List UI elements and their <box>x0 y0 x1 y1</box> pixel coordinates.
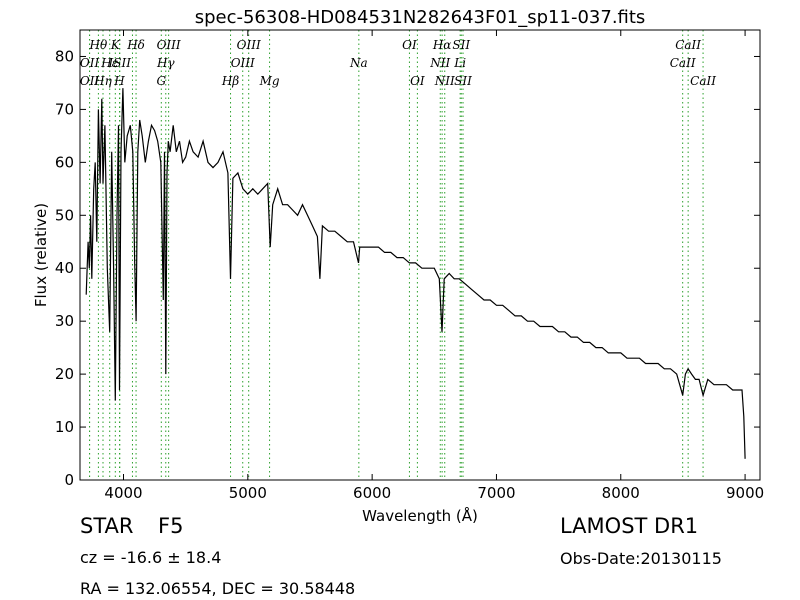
y-tick-label: 60 <box>55 153 74 171</box>
line-label: NII <box>429 56 450 70</box>
x-tick-label: 8000 <box>602 484 640 502</box>
line-label: OII <box>80 56 100 70</box>
line-label: G <box>157 74 167 88</box>
obs-date: Obs-Date:20130115 <box>560 549 722 568</box>
chart-title: spec-56308-HD084531N282643F01_sp11-037.f… <box>195 7 646 28</box>
line-label: Hβ <box>221 74 239 88</box>
x-tick-label: 4000 <box>104 484 142 502</box>
subclass-label: F5 <box>158 514 184 538</box>
y-tick-label: 30 <box>55 312 74 330</box>
line-label: Hα <box>432 38 452 52</box>
plot-frame <box>79 29 761 481</box>
line-label: Li <box>453 56 466 70</box>
y-tick-label: 40 <box>55 259 74 277</box>
line-label: OII <box>80 74 100 88</box>
y-tick-label: 0 <box>64 471 74 489</box>
line-label: SII <box>454 74 472 88</box>
survey-name: LAMOST DR1 <box>560 514 699 538</box>
line-label: Mg <box>259 74 280 88</box>
x-axis-label: Wavelength (Å) <box>362 506 478 525</box>
line-label: OIII <box>231 56 255 70</box>
flux-series-line <box>85 88 746 459</box>
line-label: K <box>110 38 121 52</box>
class-label: STAR <box>80 514 134 538</box>
x-tick-label: 5000 <box>229 484 267 502</box>
line-label: CaII <box>670 56 696 70</box>
y-axis-ticks: 0 10 20 30 40 50 60 70 80 <box>55 47 760 489</box>
line-label: Na <box>349 56 368 70</box>
x-tick-label: 7000 <box>477 484 515 502</box>
line-label: Hε <box>100 56 118 70</box>
line-label: SII <box>452 38 470 52</box>
line-label: Hγ <box>156 56 175 70</box>
x-tick-label: 9000 <box>726 484 764 502</box>
y-tick-label: 80 <box>55 47 74 65</box>
spectral-line-labels: OII OII Hθ Hη Hε K H ISII Hδ G Hγ OIII Hβ OIII OIII Mg N… <box>80 38 716 88</box>
coordinates: RA = 132.06554, DEC = 30.58448 <box>80 579 356 598</box>
line-label: OIII <box>237 38 261 52</box>
line-label: Hθ <box>89 38 108 52</box>
redshift-cz: cz = -16.6 ± 18.4 <box>80 548 222 567</box>
y-tick-label: 20 <box>55 365 74 383</box>
y-tick-label: 50 <box>55 206 74 224</box>
line-label: H <box>113 74 125 88</box>
x-axis-ticks: 4000 5000 6000 7000 8000 9000 <box>104 30 764 502</box>
y-tick-label: 70 <box>55 100 74 118</box>
line-label: OI <box>410 74 425 88</box>
spectral-line-markers <box>89 30 704 480</box>
line-label: NII <box>434 74 455 88</box>
y-axis-label: Flux (relative) <box>32 203 50 307</box>
line-label: OI <box>402 38 417 52</box>
line-label: Hη <box>93 74 112 88</box>
line-label: ISII <box>108 56 132 70</box>
line-label: CaII <box>675 38 701 52</box>
x-tick-label: 6000 <box>353 484 391 502</box>
line-label: CaII <box>690 74 716 88</box>
line-label: Hδ <box>126 38 145 52</box>
y-tick-label: 10 <box>55 418 74 436</box>
line-label: OIII <box>157 38 181 52</box>
